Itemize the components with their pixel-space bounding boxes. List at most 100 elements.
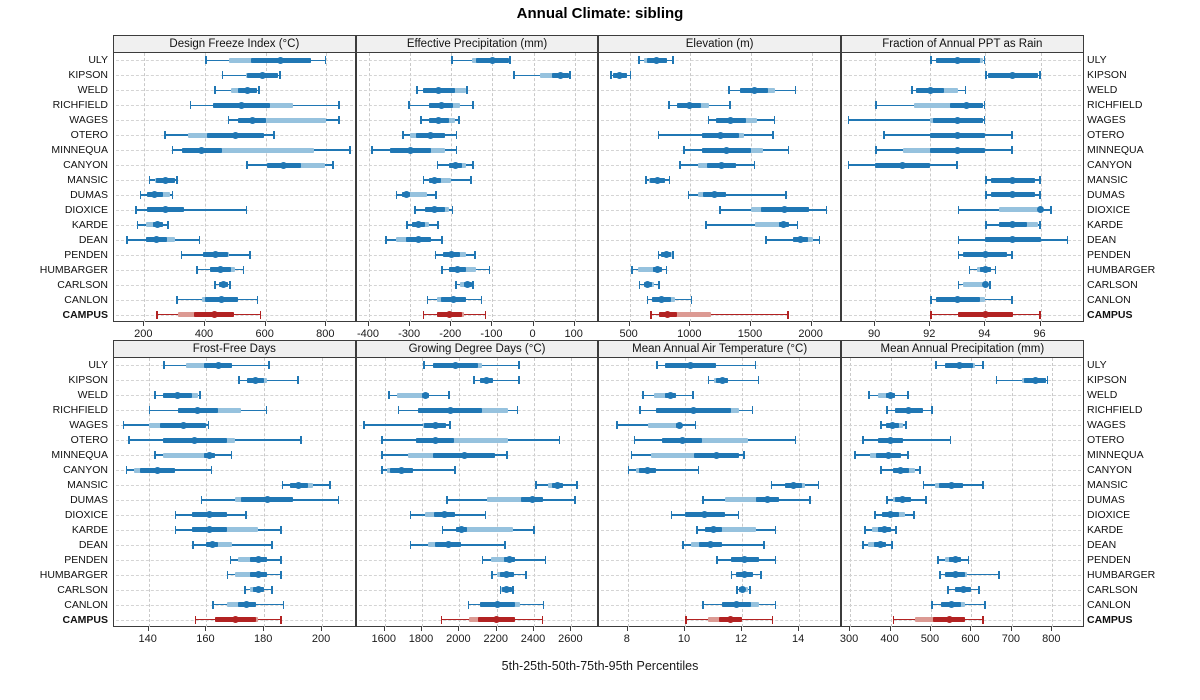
cap-5th xyxy=(214,280,216,289)
cap-95th xyxy=(329,481,331,490)
cap-95th xyxy=(248,250,251,259)
median-dot xyxy=(295,481,303,489)
median-dot xyxy=(437,101,445,109)
median-dot xyxy=(880,526,888,534)
row-gridline xyxy=(844,499,1081,501)
cap-95th xyxy=(785,190,787,199)
cap-95th xyxy=(198,235,201,244)
station-label-left: MINNEQUA xyxy=(51,449,108,462)
x-tick-label: 200 xyxy=(134,328,153,340)
station-label-left: CAMPUS xyxy=(62,613,108,626)
cap-95th xyxy=(229,280,231,289)
station-label-left: CARLSON xyxy=(57,583,108,596)
cap-5th xyxy=(380,451,383,460)
cap-5th xyxy=(380,436,383,445)
station-label-left: OTERO xyxy=(70,129,108,142)
cap-5th xyxy=(764,235,767,244)
median-dot xyxy=(191,436,199,444)
cap-5th xyxy=(192,540,194,549)
median-dot xyxy=(701,511,709,519)
station-label-left: DEAN xyxy=(78,233,108,246)
median-dot xyxy=(664,311,672,319)
x-tickmark xyxy=(628,322,630,326)
row-gridline xyxy=(116,180,353,182)
median-dot xyxy=(449,296,457,304)
cap-95th xyxy=(176,176,178,185)
station-label-right: CANLON xyxy=(1087,293,1131,306)
cap-5th xyxy=(414,205,416,214)
cap-5th xyxy=(363,421,365,430)
cap-5th xyxy=(880,466,883,475)
x-tickmark xyxy=(798,627,800,631)
cap-5th xyxy=(736,585,738,594)
row-gridline xyxy=(844,544,1081,546)
cap-5th xyxy=(875,101,877,110)
cap-95th xyxy=(672,56,674,65)
cap-95th xyxy=(787,310,789,319)
x-gridline xyxy=(496,358,498,627)
median-dot xyxy=(263,496,271,504)
x-gridline xyxy=(492,53,494,322)
station-label-right: DUMAS xyxy=(1087,188,1125,201)
median-dot xyxy=(955,361,963,369)
station-label-right: CAMPUS xyxy=(1087,613,1133,626)
cap-5th xyxy=(205,56,207,65)
box-25-75 xyxy=(754,222,789,228)
cap-95th xyxy=(568,71,571,80)
cap-95th xyxy=(472,280,474,289)
x-gridline xyxy=(629,53,631,322)
x-tick-label: 600 xyxy=(255,328,274,340)
cap-5th xyxy=(380,466,383,475)
cap-5th xyxy=(136,220,139,229)
cap-95th xyxy=(949,436,952,445)
whisker-5-95 xyxy=(847,119,986,122)
median-dot xyxy=(198,146,206,154)
station-label-left: DEAN xyxy=(78,538,108,551)
x-tick-label: 2200 xyxy=(483,633,508,645)
median-dot xyxy=(962,101,970,109)
x-tick-label: 180 xyxy=(254,633,273,645)
row-gridline xyxy=(601,589,838,591)
cap-5th xyxy=(244,585,246,594)
cap-5th xyxy=(687,190,690,199)
cap-95th xyxy=(1038,220,1041,229)
cap-5th xyxy=(657,131,660,140)
median-dot xyxy=(954,56,962,64)
row-gridline xyxy=(358,165,596,167)
median-dot xyxy=(214,361,222,369)
box-25-75 xyxy=(491,557,516,563)
median-dot xyxy=(431,206,439,214)
x-gridline xyxy=(1011,358,1013,627)
row-gridline xyxy=(116,224,353,226)
x-gridline xyxy=(850,358,852,627)
row-gridline xyxy=(358,135,596,137)
cap-95th xyxy=(518,376,521,385)
median-dot xyxy=(951,571,959,579)
row-gridline xyxy=(844,194,1081,196)
cap-95th xyxy=(665,265,668,274)
median-dot xyxy=(162,206,170,214)
row-gridline xyxy=(844,380,1081,382)
cap-5th xyxy=(397,406,400,415)
panel-header: Effective Precipitation (mm) xyxy=(356,36,598,53)
cap-95th xyxy=(925,495,927,504)
cap-95th xyxy=(774,555,777,564)
x-tick-label: 200 xyxy=(311,633,331,645)
median-dot xyxy=(152,236,160,244)
median-dot xyxy=(685,101,693,109)
cap-95th xyxy=(808,495,811,504)
median-dot xyxy=(727,616,735,624)
median-dot xyxy=(690,406,698,414)
cap-95th xyxy=(480,295,483,304)
median-dot xyxy=(435,116,443,124)
station-label-left: OTERO xyxy=(70,434,108,447)
x-gridline xyxy=(971,358,973,627)
cap-5th xyxy=(401,131,404,140)
median-dot xyxy=(440,511,448,519)
row-gridline xyxy=(358,120,596,122)
cap-5th xyxy=(874,510,876,519)
cap-5th xyxy=(481,555,484,564)
panel-plot xyxy=(114,53,355,322)
cap-5th xyxy=(281,481,284,490)
median-dot xyxy=(252,376,260,384)
